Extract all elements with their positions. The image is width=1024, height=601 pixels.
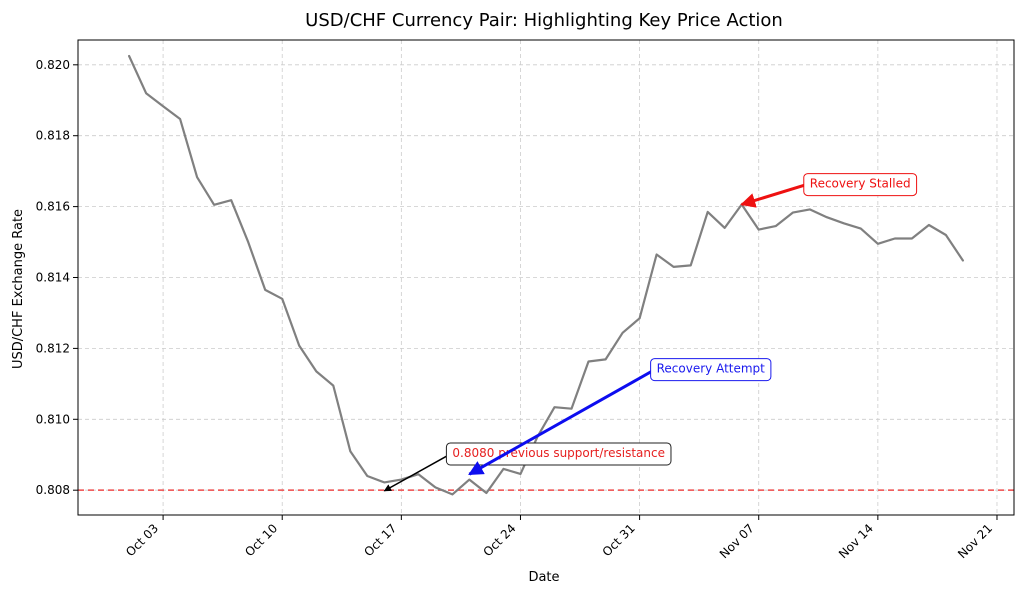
annotation-arrow [468,367,658,476]
annotation-2: Recovery Stalled [803,173,918,197]
y-tick-label: 0.820 [36,58,70,72]
annotation-arrow [383,452,453,492]
y-tick-label: 0.816 [36,200,70,214]
price-series-line [128,54,965,496]
annotation-box [445,442,672,466]
y-tick-label: 0.810 [36,412,70,426]
annotation-box [650,358,772,382]
annotation-1: Recovery Attempt [650,358,772,382]
y-tick-label: 0.808 [36,483,70,497]
series-layer [128,54,965,496]
annotation-0: 0.8080 previous support/resistance [445,442,672,466]
x-axis-label: Date [528,570,559,585]
y-tick-label: 0.812 [36,341,70,355]
annotation-box [803,173,918,197]
annotation-label: Recovery Stalled [810,177,911,191]
y-tick-label: 0.818 [36,129,70,143]
annotation-arrow [740,182,811,208]
y-axis-label: USD/CHF Exchange Rate [11,209,26,369]
annotation-layer: 0.8080 previous support/resistance Recove… [383,173,918,492]
chart-title: USD/CHF Currency Pair: Highlighting Key … [305,10,783,31]
y-tick-label: 0.814 [36,271,70,285]
annotation-label: Recovery Attempt [657,362,766,376]
annotation-label: 0.8080 previous support/resistance [452,446,665,460]
